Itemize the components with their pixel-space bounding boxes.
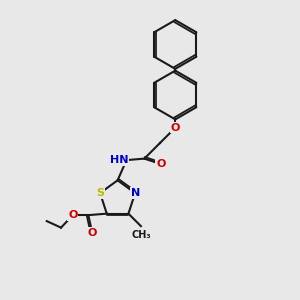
- Text: O: O: [68, 210, 78, 220]
- Text: CH₃: CH₃: [132, 230, 151, 240]
- Text: S: S: [96, 188, 104, 198]
- Text: N: N: [130, 188, 140, 198]
- Text: HN: HN: [110, 155, 128, 165]
- Text: O: O: [171, 123, 180, 133]
- Text: O: O: [87, 228, 97, 238]
- Text: O: O: [156, 159, 165, 169]
